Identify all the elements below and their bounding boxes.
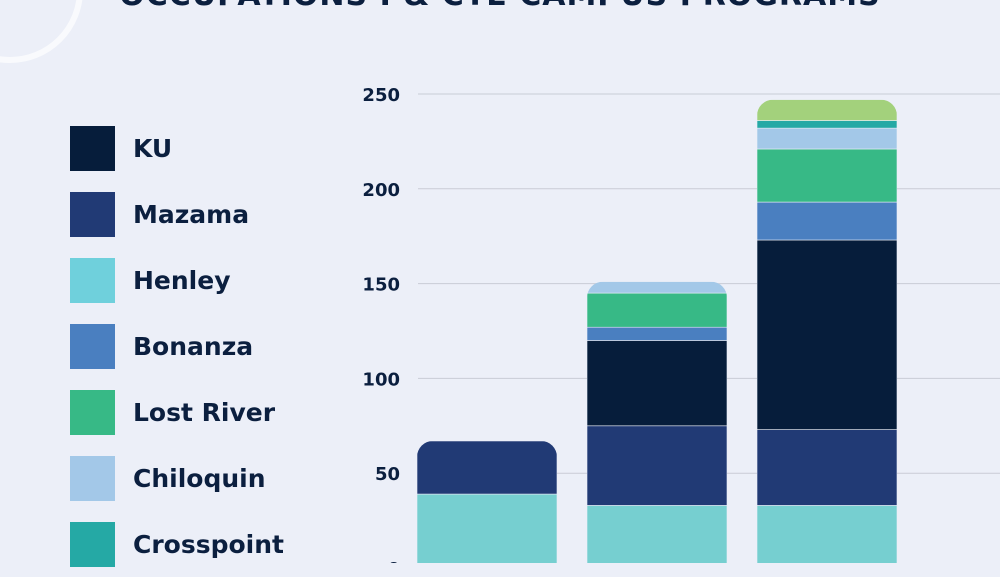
legend-label-ku: KU xyxy=(133,133,173,163)
bar-stack xyxy=(587,281,727,563)
legend-label-crosspoint: Crosspoint xyxy=(133,529,285,559)
legend: KU Mazama Henley Bonanza Lost River Chil… xyxy=(70,115,284,577)
bar-segment xyxy=(587,340,727,427)
legend-label-lost-river: Lost River xyxy=(133,397,276,427)
bar-stack xyxy=(757,99,897,563)
legend-swatch-chiloquin xyxy=(70,455,115,501)
decorative-circle xyxy=(0,0,83,63)
stacked-bar-chart: 0 50 100 150 200 250 xyxy=(362,85,1000,563)
legend-label-bonanza: Bonanza xyxy=(133,331,254,361)
bar-segment xyxy=(757,429,897,506)
legend-swatch-ku xyxy=(70,125,115,171)
bar-segment xyxy=(757,127,897,150)
legend-swatch-lost-river xyxy=(70,389,115,435)
legend-item-lost-river: Lost River xyxy=(70,379,284,445)
legend-item-mazama: Mazama xyxy=(70,181,284,247)
bar-segment xyxy=(417,493,557,563)
bar-segment xyxy=(757,120,897,129)
y-tick-label: 50 xyxy=(375,464,400,485)
bar-segment xyxy=(587,425,727,506)
bar-segment xyxy=(587,326,727,341)
bar-segment xyxy=(587,505,727,563)
bar-segment xyxy=(587,292,727,328)
bar-segment xyxy=(757,239,897,430)
bar-segment xyxy=(757,505,897,563)
y-tick-label: 0 xyxy=(387,559,400,563)
legend-label-chiloquin: Chiloquin xyxy=(133,463,266,493)
legend-item-crosspoint: Crosspoint xyxy=(70,511,284,577)
y-tick-label: 200 xyxy=(362,180,400,201)
legend-swatch-mazama xyxy=(70,191,115,237)
bar-segment xyxy=(757,201,897,241)
legend-item-bonanza: Bonanza xyxy=(70,313,284,379)
legend-label-henley: Henley xyxy=(133,265,231,295)
legend-swatch-crosspoint xyxy=(70,521,115,567)
legend-item-ku: KU xyxy=(70,115,284,181)
bar-stack xyxy=(417,440,557,563)
legend-item-chiloquin: Chiloquin xyxy=(70,445,284,511)
legend-item-henley: Henley xyxy=(70,247,284,313)
bar-segment xyxy=(587,281,727,294)
y-tick-label: 250 xyxy=(362,85,400,106)
y-tick-label: 150 xyxy=(362,275,400,296)
bar-segment xyxy=(757,148,897,203)
legend-label-mazama: Mazama xyxy=(133,199,250,229)
y-tick-label: 100 xyxy=(362,369,400,390)
bar-segment xyxy=(417,440,557,495)
bar-segment xyxy=(757,99,897,121)
legend-swatch-bonanza xyxy=(70,323,115,369)
legend-swatch-henley xyxy=(70,257,115,303)
chart-title: OCCUPATIONS I & CTE CAMPUS PROGRAMS xyxy=(0,0,1000,13)
